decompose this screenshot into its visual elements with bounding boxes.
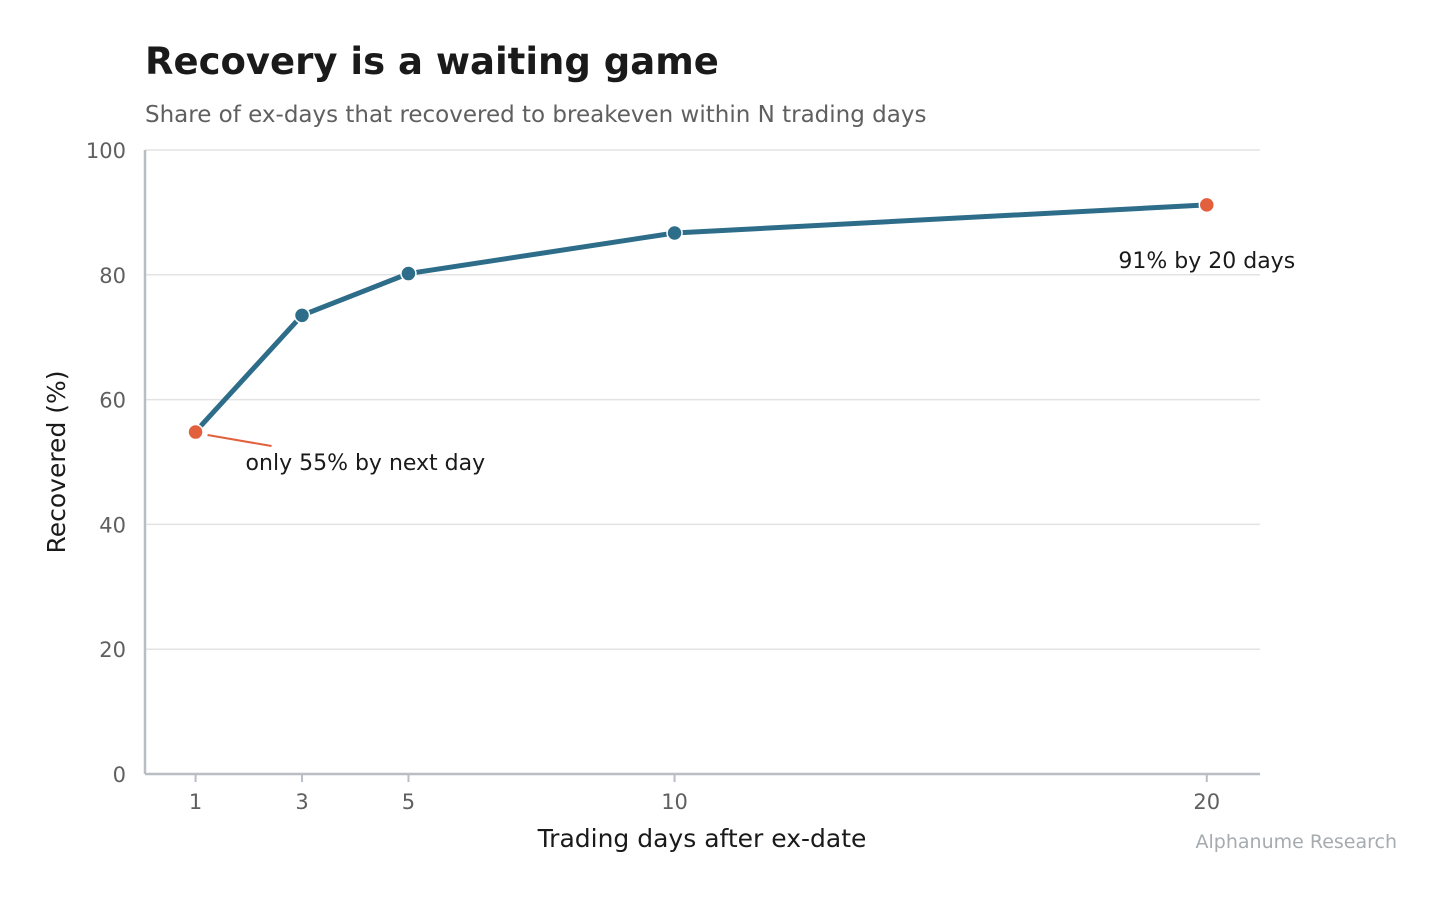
data-point [293,307,311,324]
y-tick-label: 20 [99,638,126,662]
y-axis-label: Recovered (%) [42,370,71,553]
source-credit: Alphanume Research [1196,831,1398,853]
tick-labels: 0 20 40 60 80 100 1 3 5 10 20 [86,139,1220,814]
data-point [666,224,683,242]
series-line [199,202,1210,428]
y-tick-label: 80 [99,264,126,288]
highlight-point [187,423,204,441]
x-tick-label: 20 [1193,790,1220,814]
annotation-label: only 55% by next day [246,451,486,476]
axes [143,150,1260,782]
x-tick-label: 3 [295,790,308,814]
annotation-leader-line [207,434,272,448]
chart-title: Recovery is a waiting game [145,40,719,83]
y-tick-label: 60 [99,389,126,413]
annotation-label: 91% by 20 days [1118,249,1295,274]
y-tick-label: 40 [99,513,126,537]
x-tick-label: 1 [189,790,202,814]
data-point [400,265,417,282]
y-tick-label: 100 [86,139,126,163]
series-line-group [187,196,1216,441]
x-tick-label: 10 [661,790,688,814]
chart-subtitle: Share of ex-days that recovered to break… [145,102,926,128]
grid-lines [145,149,1260,650]
highlight-point [1198,196,1216,214]
annotations: only 55% by next day 91% by 20 days [207,249,1295,476]
y-tick-label: 0 [113,763,126,787]
x-tick-label: 5 [402,790,415,814]
x-axis-label: Trading days after ex-date [537,824,867,853]
